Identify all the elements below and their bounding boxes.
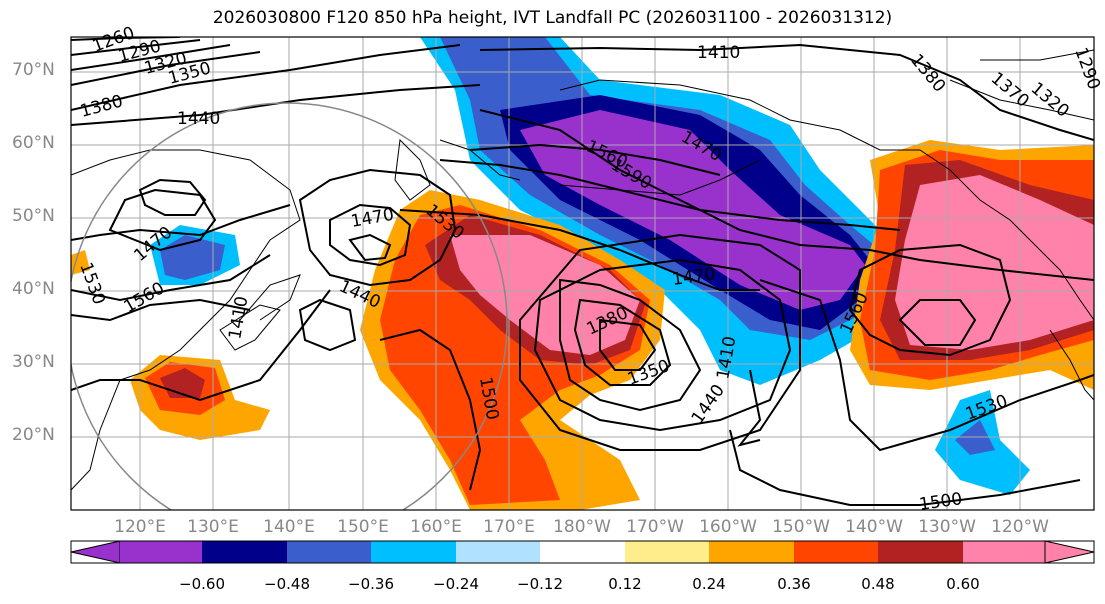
colorbar-tick-label: 0.60 (946, 575, 980, 593)
colorbar-arrow-left (70, 540, 121, 564)
ivt-pink-east (895, 175, 1094, 350)
lon-label: 140°W (845, 517, 903, 537)
lon-label: 170°E (483, 517, 535, 537)
lon-label: 120°W (991, 517, 1049, 537)
colorbar-cell (371, 541, 456, 563)
lon-label: 160°W (699, 517, 757, 537)
height-contours (71, 37, 1094, 506)
colorbar-cell (456, 541, 540, 563)
contour-label: 1440 (177, 109, 220, 129)
ivt-pink-central (450, 235, 640, 355)
coastlines (71, 49, 1094, 491)
colorbar-tick-label: −0.36 (348, 575, 394, 593)
lat-label: 60°N (12, 133, 55, 153)
colorbar-tick-label: −0.12 (517, 575, 563, 593)
contour-label: 1410 (697, 43, 740, 63)
lat-label: 70°N (12, 60, 55, 80)
lon-label: 150°W (772, 517, 830, 537)
colorbar-cell (287, 541, 371, 563)
colorbar-tick-label: 0.48 (861, 575, 895, 593)
colorbar-cell (120, 541, 202, 563)
lon-label: 150°E (337, 517, 389, 537)
lat-label: 30°N (12, 352, 55, 372)
colorbar-cell (540, 541, 625, 563)
lon-label: 180°W (553, 517, 611, 537)
map-title: 2026030800 F120 850 hPa height, IVT Land… (212, 8, 893, 28)
lat-label: 40°N (12, 279, 55, 299)
ivt-orange-west-edge (71, 250, 90, 275)
colorbar (70, 540, 1095, 564)
colorbar-tick-label: −0.60 (179, 575, 225, 593)
colorbar-cell (794, 541, 878, 563)
colorbar-cell (963, 541, 1045, 563)
lon-label: 130°W (918, 517, 976, 537)
lat-label: 20°N (12, 425, 55, 445)
colorbar-arrow-right (1044, 540, 1095, 564)
lon-label: 130°E (187, 517, 239, 537)
colorbar-tick-label: −0.24 (433, 575, 479, 593)
colorbar-tick-label: 0.24 (692, 575, 726, 593)
colorbar-cell (709, 541, 794, 563)
map-frame (70, 36, 1095, 511)
lon-label: 140°E (263, 517, 315, 537)
lat-label: 50°N (12, 206, 55, 226)
colorbar-tick-label: 0.36 (777, 575, 811, 593)
lon-label: 160°E (410, 517, 462, 537)
colorbar-frame (70, 540, 1095, 564)
colorbar-tick-label: 0.12 (608, 575, 642, 593)
range-circle (71, 102, 508, 510)
colorbar-cell (202, 541, 287, 563)
colorbar-cell (878, 541, 963, 563)
colorbar-cell (625, 541, 709, 563)
lon-label: 120°E (114, 517, 166, 537)
colorbar-tick-label: −0.48 (264, 575, 310, 593)
lon-label: 170°W (626, 517, 684, 537)
